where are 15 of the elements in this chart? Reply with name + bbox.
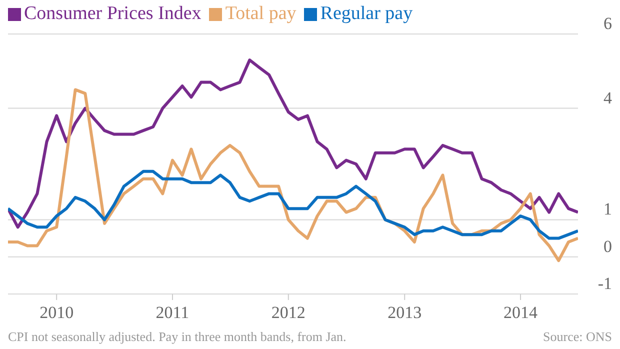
legend-label: Total pay <box>225 2 296 26</box>
y-tick-label: 0 <box>604 236 612 256</box>
y-tick-label: 4 <box>604 88 612 108</box>
y-tick-label: -1 <box>598 274 612 293</box>
x-tick-label: 2010 <box>40 303 74 322</box>
y-tick-label: 1 <box>604 200 612 219</box>
legend-label: Regular pay <box>320 2 413 26</box>
x-tick-label: 2013 <box>388 303 422 322</box>
legend-label: Consumer Prices Index <box>24 2 202 26</box>
text: CPI not seasonally adjusted. Pay in three month bands, from Jan. <box>8 329 346 345</box>
source-note: Source: ONS <box>543 329 612 345</box>
x-tick-label: 2012 <box>271 303 306 322</box>
x-tick-label: 2014 <box>504 303 538 322</box>
x-tick-label: 2011 <box>156 303 190 322</box>
y-tick-label: 6 <box>604 14 612 33</box>
